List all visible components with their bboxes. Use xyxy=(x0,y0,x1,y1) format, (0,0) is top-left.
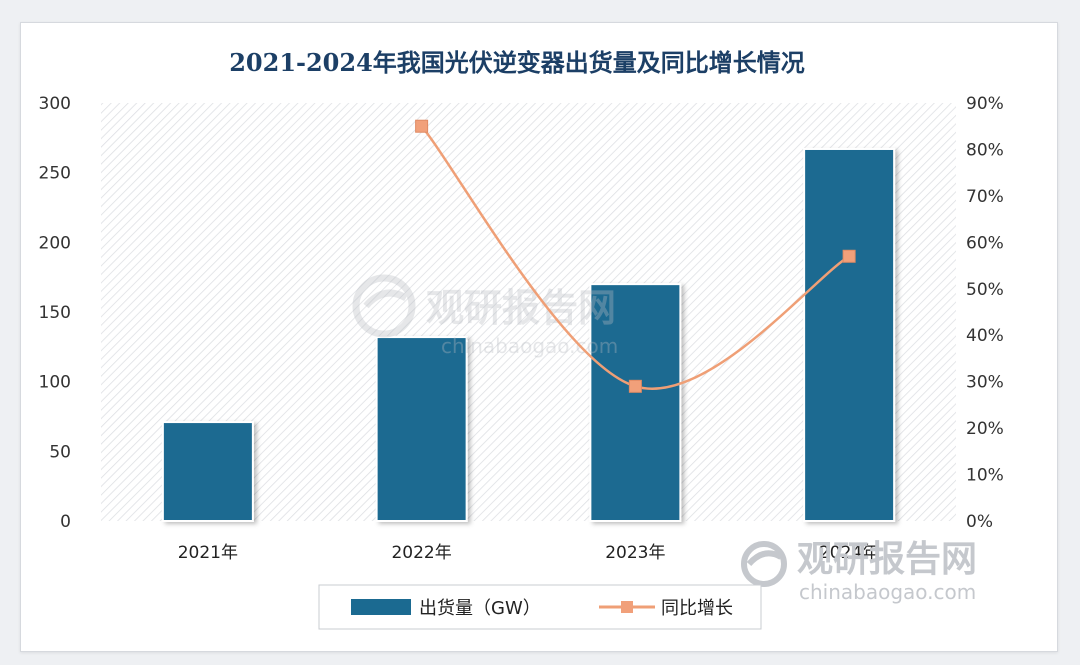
watermark-corner: 观研报告网 chinabaogao.com xyxy=(741,539,977,604)
bar-1 xyxy=(375,336,468,522)
x-category-label: 2021年 xyxy=(178,543,238,563)
bar-2 xyxy=(589,283,682,522)
y-right-tick-label: 90% xyxy=(966,94,1004,114)
watermark-center-cn: 观研报告网 xyxy=(426,286,616,330)
bar-3 xyxy=(803,147,896,522)
y-right-tick-label: 60% xyxy=(966,233,1004,253)
y-right-tick-label: 80% xyxy=(966,140,1004,160)
growth-point xyxy=(842,249,856,263)
watermark-corner-en: chinabaogao.com xyxy=(799,580,976,604)
y-left-tick-label: 150 xyxy=(39,303,71,323)
legend-line-label: 同比增长 xyxy=(661,598,733,619)
x-category-label: 2024年 xyxy=(819,543,879,563)
y-left-tick-label: 0 xyxy=(60,512,71,532)
legend-line-marker xyxy=(621,601,633,613)
watermark-center-en: chinabaogao.com xyxy=(441,334,618,358)
y-left-tick-label: 50 xyxy=(49,442,71,462)
y-right-tick-label: 50% xyxy=(966,280,1004,300)
y-right-tick-label: 10% xyxy=(966,466,1004,486)
chart-svg: 2021-2024年我国光伏逆变器出货量及同比增长情况 0 50 100 150 200… xyxy=(39,48,1004,630)
bar-0 xyxy=(161,421,254,522)
watermark-logo-icon xyxy=(352,274,416,338)
x-category-label: 2023年 xyxy=(605,543,665,563)
y-right-tick-label: 20% xyxy=(966,419,1004,439)
y-left-tick-label: 200 xyxy=(39,233,71,253)
legend: 出货量（GW） 同比增长 xyxy=(318,584,762,630)
y-right-tick-label: 40% xyxy=(966,326,1004,346)
watermark-center: 观研报告网 chinabaogao.com xyxy=(352,274,618,358)
legend-bar-label: 出货量（GW） xyxy=(419,598,541,619)
y-right-tick-label: 70% xyxy=(966,187,1004,207)
watermark-corner-cn: 观研报告网 xyxy=(797,539,977,580)
y-right-tick-label: 0% xyxy=(966,512,993,532)
y-right-tick-label: 30% xyxy=(966,373,1004,393)
x-category-label: 2022年 xyxy=(391,543,451,563)
growth-point xyxy=(628,379,642,393)
legend-bar-swatch xyxy=(351,599,411,615)
y-left-tick-label: 250 xyxy=(39,164,71,184)
watermark-corner-logo-icon xyxy=(741,541,787,587)
y-left-tick-label: 100 xyxy=(39,373,71,393)
chart-title: 2021-2024年我国光伏逆变器出货量及同比增长情况 xyxy=(229,48,805,77)
chart-card: 2021-2024年我国光伏逆变器出货量及同比增长情况 0 50 100 150 200… xyxy=(20,22,1058,652)
growth-point xyxy=(415,119,429,133)
y-left-tick-label: 300 xyxy=(39,94,71,114)
